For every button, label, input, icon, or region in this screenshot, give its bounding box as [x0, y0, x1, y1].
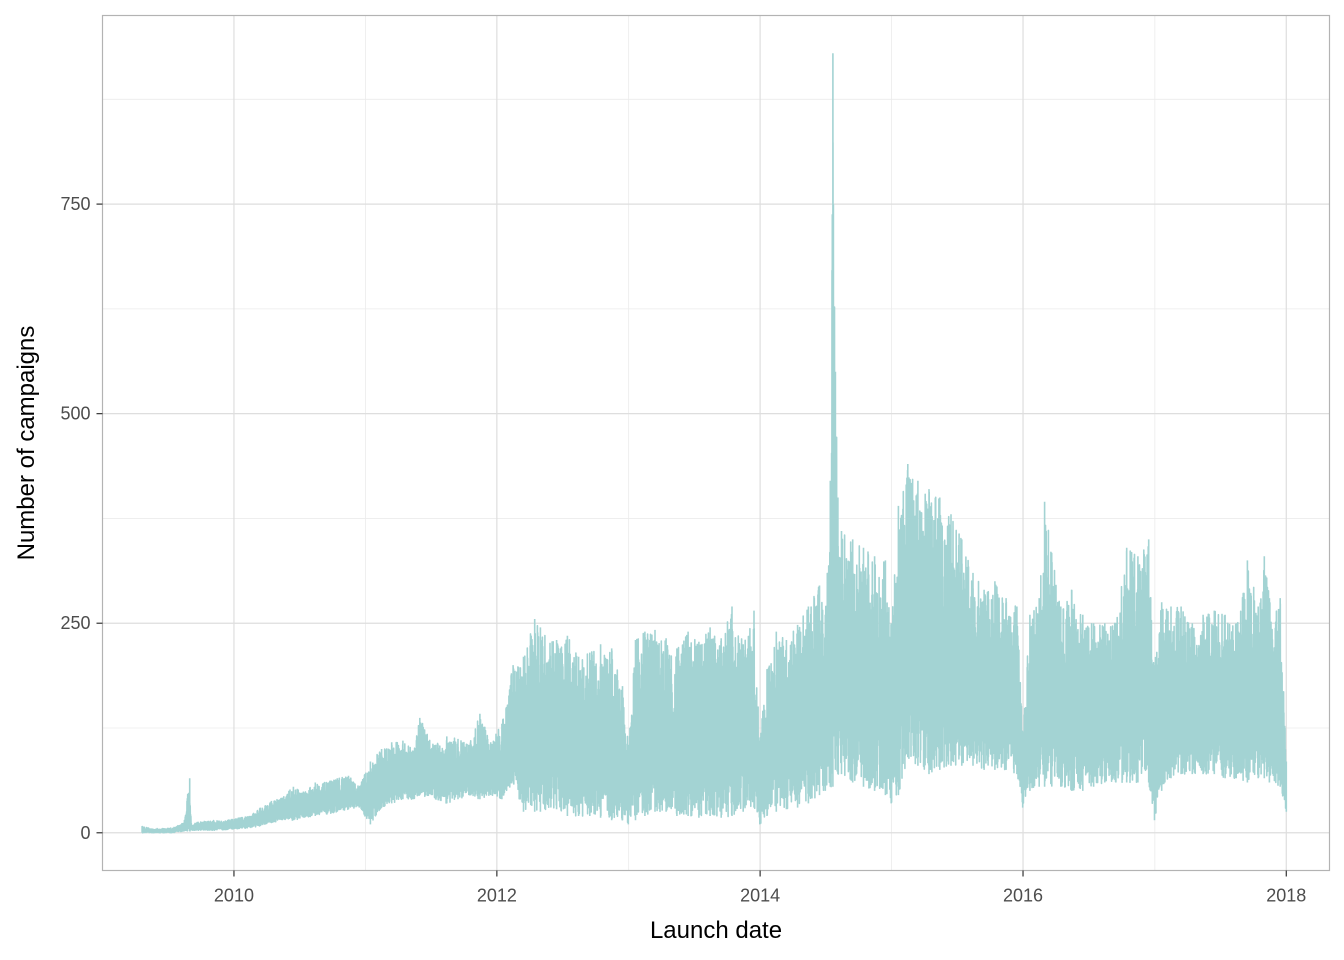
- x-axis-title: Launch date: [650, 917, 782, 944]
- x-tick-label-2016: 2016: [1003, 886, 1043, 906]
- x-tick-label-2010: 2010: [214, 886, 254, 906]
- y-axis-title: Number of campaigns: [13, 326, 40, 561]
- y-tick-label-250: 250: [60, 613, 90, 633]
- plot-panel-border: [101, 14, 1331, 872]
- x-tick-label-2014: 2014: [740, 886, 780, 906]
- y-tick-label-750: 750: [60, 194, 90, 214]
- x-tick-label-2012: 2012: [477, 886, 517, 906]
- y-tick-label-500: 500: [60, 404, 90, 424]
- series-line-0: [141, 53, 1288, 834]
- x-tick-label-2018: 2018: [1266, 886, 1306, 906]
- y-tick-label-0: 0: [80, 823, 90, 843]
- y-axis-ticks: 0 250 500 750: [60, 194, 103, 843]
- series-layer: [141, 53, 1288, 834]
- x-axis-ticks: 2010 2012 2014 2016 2018: [214, 870, 1306, 906]
- major-gridlines: [102, 15, 1330, 871]
